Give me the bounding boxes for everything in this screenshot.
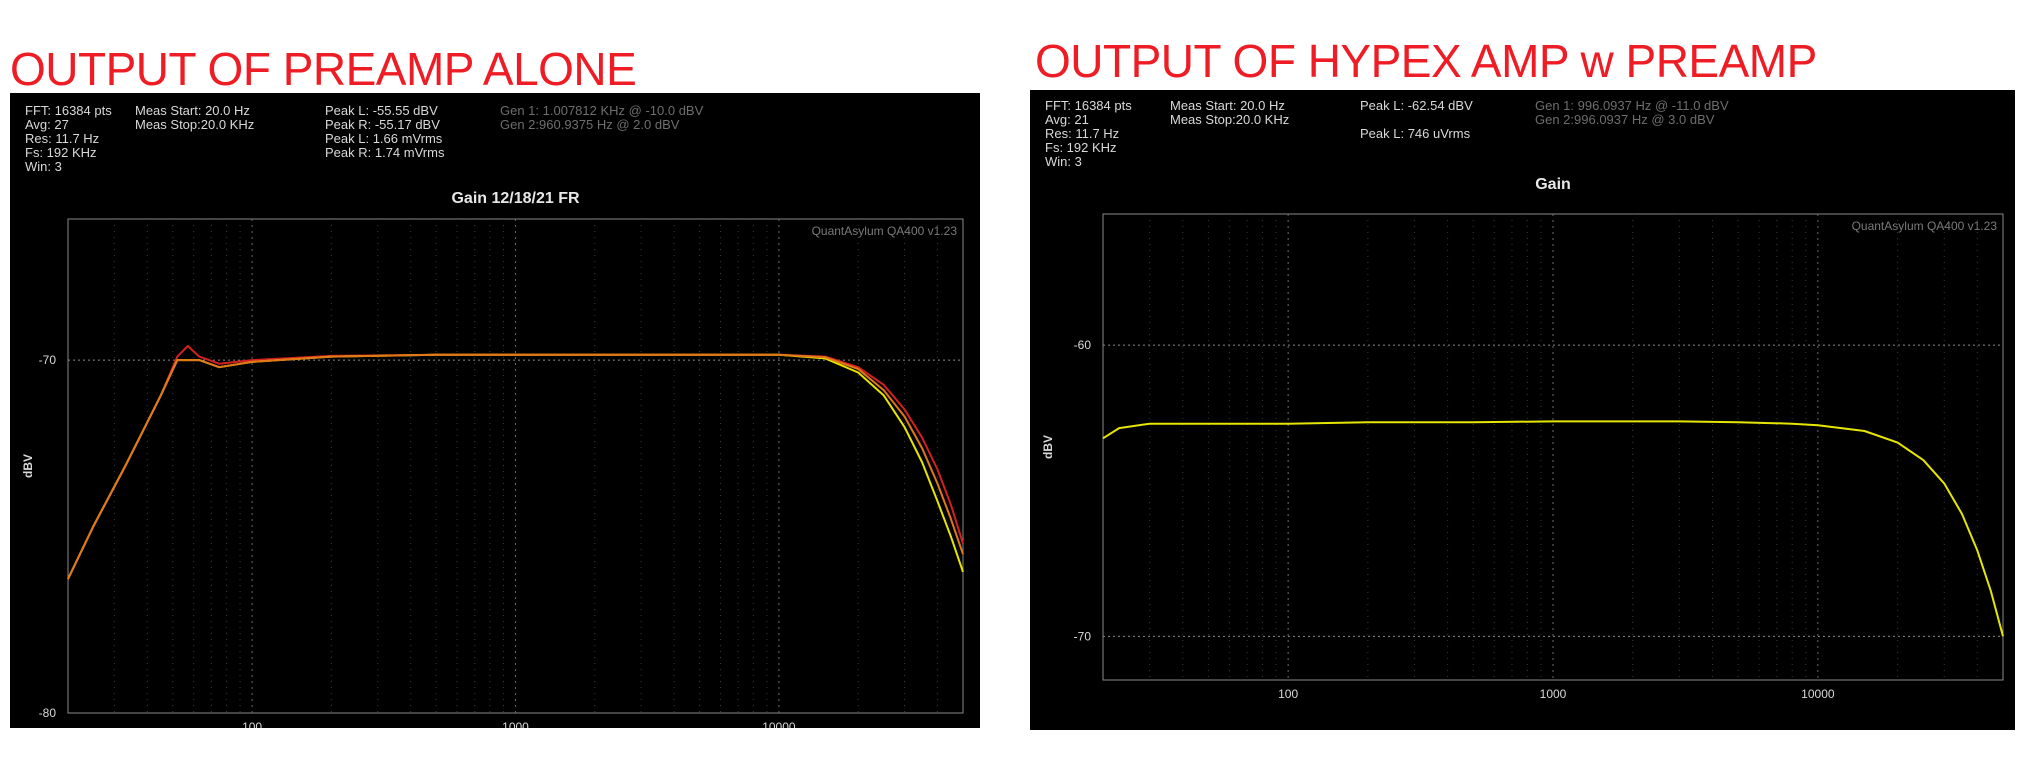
- y-axis-label: dBV: [21, 454, 35, 478]
- info-c1-line: Avg: 27: [25, 117, 69, 132]
- info-c3-line: Peak L: -55.55 dBV: [325, 103, 438, 118]
- info-c1-line: Res: 11.7 Hz: [25, 131, 99, 146]
- watermark: QuantAsylum QA400 v1.23: [812, 224, 958, 238]
- x-tick-label: 10000: [1801, 687, 1835, 701]
- info-c3-line: Peak R: -55.17 dBV: [325, 117, 440, 132]
- x-tick-label: 100: [1278, 687, 1298, 701]
- x-tick-label: 100: [242, 720, 262, 728]
- watermark: QuantAsylum QA400 v1.23: [1852, 219, 1998, 233]
- info-c1-line: FFT: 16384 pts: [1045, 98, 1132, 113]
- info-c2-line: Meas Stop:20.0 KHz: [1170, 112, 1289, 127]
- info-c4-line: Gen 1: 996.0937 Hz @ -11.0 dBV: [1535, 98, 1729, 113]
- y-axis-label: dBV: [1041, 435, 1055, 459]
- x-tick-label: 10000: [762, 720, 796, 728]
- info-c2-line: Meas Stop:20.0 KHz: [135, 117, 254, 132]
- chart-title: Gain: [1535, 176, 1571, 193]
- y-tick-label: -70: [39, 353, 57, 367]
- info-c1-line: Avg: 21: [1045, 112, 1089, 127]
- info-c3-line: Peak R: 1.74 mVrms: [325, 145, 445, 160]
- series-line-0: [1102, 420, 2004, 637]
- x-tick-label: 1000: [1540, 687, 1567, 701]
- info-c2-line: Meas Start: 20.0 Hz: [1170, 98, 1285, 113]
- info-c2-line: Meas Start: 20.0 Hz: [135, 103, 250, 118]
- y-tick-label: -80: [39, 706, 57, 720]
- heading-hypex-amp-with-preamp: OUTPUT OF HYPEX AMP w PREAMP: [1035, 35, 1817, 87]
- info-c3-line: Peak L: 746 uVrms: [1360, 126, 1471, 141]
- info-c1-line: Fs: 192 KHz: [25, 145, 97, 160]
- chart-title: Gain 12/18/21 FR: [451, 190, 580, 207]
- info-c3-line: Peak L: 1.66 mVrms: [325, 131, 443, 146]
- info-c1-line: Fs: 192 KHz: [1045, 140, 1117, 155]
- heading-preamp-alone: OUTPUT OF PREAMP ALONE: [10, 43, 637, 95]
- x-tick-label: 1000: [502, 720, 529, 728]
- info-c4-line: Gen 2:996.0937 Hz @ 3.0 dBV: [1535, 112, 1715, 127]
- y-tick-label: -60: [1074, 338, 1092, 352]
- chart-panel-hypex: FFT: 16384 pts Avg: 21 Res: 11.7 Hz Fs: 192…: [1030, 90, 2015, 730]
- info-c4-line: Gen 1: 1.007812 KHz @ -10.0 dBV: [500, 103, 704, 118]
- info-c1-line: Win: 3: [25, 159, 62, 174]
- chart-panel-preamp: FFT: 16384 pts Avg: 27 Res: 11.7 Hz Fs: 192…: [10, 93, 980, 728]
- info-c1-line: FFT: 16384 pts: [25, 103, 112, 118]
- info-c4-line: Gen 2:960.9375 Hz @ 2.0 dBV: [500, 117, 680, 132]
- info-c1-line: Win: 3: [1045, 154, 1082, 169]
- info-c3-line: Peak L: -62.54 dBV: [1360, 98, 1473, 113]
- y-tick-label: -70: [1074, 629, 1092, 643]
- info-c1-line: Res: 11.7 Hz: [1045, 126, 1119, 141]
- series-line-2: [67, 353, 964, 580]
